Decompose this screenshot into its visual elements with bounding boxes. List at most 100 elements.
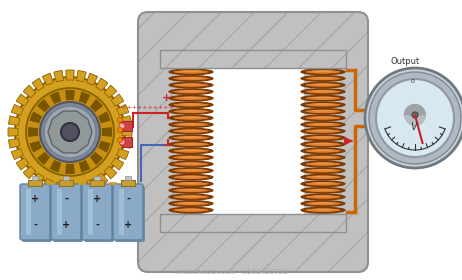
Ellipse shape	[304, 102, 342, 107]
Polygon shape	[104, 85, 117, 98]
Ellipse shape	[304, 109, 342, 114]
Ellipse shape	[180, 143, 202, 144]
Ellipse shape	[180, 123, 202, 125]
Ellipse shape	[172, 129, 210, 134]
Ellipse shape	[169, 102, 213, 108]
Ellipse shape	[172, 162, 210, 166]
Ellipse shape	[180, 209, 202, 210]
Bar	[121, 180, 135, 186]
Bar	[160, 214, 346, 232]
Ellipse shape	[304, 76, 342, 81]
Ellipse shape	[304, 162, 342, 166]
Polygon shape	[48, 111, 92, 153]
Ellipse shape	[169, 155, 213, 160]
Polygon shape	[54, 182, 63, 193]
Ellipse shape	[172, 83, 210, 87]
Circle shape	[117, 137, 122, 143]
Ellipse shape	[301, 128, 345, 134]
Text: +++++++++++: +++++++++++	[116, 105, 174, 110]
Ellipse shape	[312, 202, 334, 204]
Ellipse shape	[172, 168, 210, 173]
Ellipse shape	[312, 150, 334, 151]
Ellipse shape	[180, 156, 202, 158]
Ellipse shape	[301, 135, 345, 141]
Ellipse shape	[301, 95, 345, 101]
Ellipse shape	[180, 97, 202, 98]
Ellipse shape	[312, 169, 334, 171]
Ellipse shape	[180, 64, 202, 66]
Ellipse shape	[312, 116, 334, 118]
Polygon shape	[11, 149, 24, 160]
Ellipse shape	[180, 116, 202, 118]
Polygon shape	[32, 173, 44, 186]
Ellipse shape	[312, 103, 334, 105]
Ellipse shape	[312, 189, 334, 190]
Bar	[57, 189, 62, 235]
Ellipse shape	[312, 130, 334, 131]
Bar	[202, 63, 304, 218]
Ellipse shape	[301, 76, 345, 81]
Ellipse shape	[169, 188, 213, 193]
Polygon shape	[77, 71, 86, 82]
Polygon shape	[90, 152, 103, 165]
Ellipse shape	[180, 150, 202, 151]
Polygon shape	[96, 173, 108, 186]
Ellipse shape	[301, 168, 345, 173]
Polygon shape	[65, 164, 75, 174]
FancyBboxPatch shape	[51, 184, 81, 240]
Ellipse shape	[180, 90, 202, 92]
Ellipse shape	[180, 195, 202, 197]
Ellipse shape	[169, 141, 213, 147]
Polygon shape	[8, 139, 20, 148]
Text: +: +	[162, 93, 171, 103]
Ellipse shape	[312, 77, 334, 79]
Ellipse shape	[180, 77, 202, 79]
Ellipse shape	[172, 102, 210, 107]
Ellipse shape	[304, 201, 342, 206]
Ellipse shape	[172, 149, 210, 153]
Ellipse shape	[312, 163, 334, 164]
Text: -: -	[126, 194, 130, 204]
Ellipse shape	[169, 109, 213, 114]
Ellipse shape	[172, 201, 210, 206]
Ellipse shape	[301, 181, 345, 186]
Ellipse shape	[172, 155, 210, 160]
Bar	[122, 121, 132, 131]
FancyBboxPatch shape	[138, 12, 368, 272]
Ellipse shape	[301, 102, 345, 108]
Polygon shape	[122, 128, 132, 136]
Ellipse shape	[304, 69, 342, 74]
Text: +: +	[93, 194, 101, 204]
Ellipse shape	[312, 97, 334, 98]
Ellipse shape	[169, 76, 213, 81]
Ellipse shape	[312, 123, 334, 125]
Ellipse shape	[304, 116, 342, 120]
Polygon shape	[8, 128, 18, 136]
Polygon shape	[23, 166, 36, 179]
Circle shape	[365, 68, 462, 168]
Polygon shape	[16, 94, 29, 106]
Polygon shape	[16, 158, 29, 170]
Bar	[122, 137, 132, 147]
Text: -: -	[33, 220, 37, 230]
Ellipse shape	[304, 155, 342, 160]
Polygon shape	[86, 73, 97, 85]
Polygon shape	[43, 73, 54, 85]
Ellipse shape	[172, 181, 210, 186]
Polygon shape	[77, 182, 86, 193]
Ellipse shape	[169, 168, 213, 173]
Ellipse shape	[169, 62, 213, 68]
Ellipse shape	[304, 168, 342, 173]
Ellipse shape	[169, 181, 213, 186]
FancyBboxPatch shape	[82, 184, 112, 240]
Ellipse shape	[301, 69, 345, 75]
Bar	[160, 214, 346, 232]
Bar	[94, 176, 100, 180]
Polygon shape	[111, 94, 124, 106]
Ellipse shape	[180, 189, 202, 190]
Ellipse shape	[169, 135, 213, 141]
Ellipse shape	[172, 69, 210, 74]
Polygon shape	[37, 152, 50, 165]
Ellipse shape	[301, 188, 345, 193]
Ellipse shape	[301, 201, 345, 206]
